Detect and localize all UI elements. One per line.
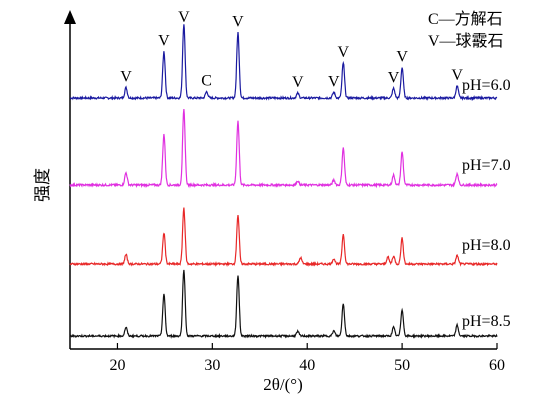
peak-annotation: V — [158, 33, 170, 50]
y-axis-label: 强度 — [33, 168, 52, 202]
peak-annotation: V — [451, 67, 463, 84]
x-tick-label: 20 — [109, 357, 125, 374]
x-tick-label: 60 — [489, 357, 505, 374]
series-label: pH=6.0 — [462, 77, 511, 94]
x-tick-label: 30 — [204, 357, 220, 374]
legend-entry-calcite: C—方解石 — [428, 10, 503, 28]
series-line — [69, 109, 498, 189]
series-line — [69, 24, 498, 102]
x-ticks: 20 30 40 50 60 — [109, 343, 505, 374]
series-labels: pH=6.0 pH=7.0 pH=8.0 pH=8.5 — [462, 77, 511, 330]
y-axis-arrow — [64, 10, 76, 24]
peak-annotation: V — [388, 69, 400, 86]
peak-annotation: V — [232, 13, 244, 30]
series-label: pH=8.5 — [462, 313, 511, 330]
peak-annotation: V — [178, 9, 190, 26]
series-label: pH=7.0 — [462, 157, 511, 174]
series-label: pH=8.0 — [462, 237, 511, 254]
peak-annotation: V — [337, 44, 349, 61]
peak-annotation: V — [120, 69, 132, 86]
peak-annotation: V — [396, 49, 408, 66]
peak-annotation: V — [292, 74, 304, 91]
x-tick-label: 40 — [299, 357, 315, 374]
x-axis-label: 2θ/(°) — [263, 375, 303, 394]
x-tick-label: 50 — [394, 357, 410, 374]
axes — [64, 10, 497, 350]
series-curves — [69, 24, 498, 339]
series-line — [69, 269, 498, 339]
legend-entry-vaterite: V—球霰石 — [428, 32, 504, 50]
series-line — [69, 207, 498, 268]
peak-annotation: V — [328, 73, 340, 90]
peak-annotation: C — [201, 73, 212, 90]
